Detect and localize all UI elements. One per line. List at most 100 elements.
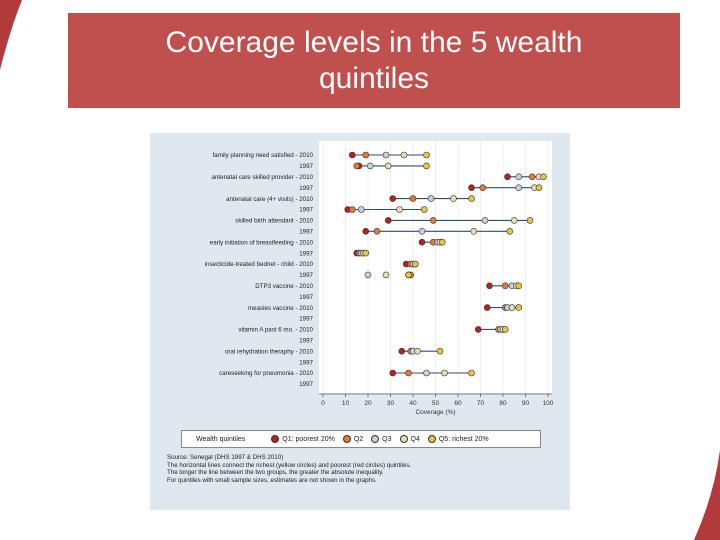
- data-point: [501, 282, 509, 290]
- legend-swatch-q4: [399, 435, 408, 443]
- data-point: [528, 173, 536, 181]
- legend-label-q2: Q2: [353, 435, 364, 443]
- row-label: 1997: [299, 163, 313, 170]
- x-tick-label: 90: [522, 400, 530, 407]
- data-point: [438, 238, 446, 246]
- data-point: [535, 184, 543, 192]
- row-label: careseeking for pneumonia - 2010: [219, 370, 313, 377]
- note-line: The horizontal lines connect the richest…: [167, 461, 412, 469]
- data-point: [470, 228, 478, 235]
- row-label: antenatal care (4+ visits) - 2010: [226, 196, 313, 203]
- legend-swatch-q2: [342, 435, 351, 443]
- legend-label-q3: Q3: [382, 435, 392, 443]
- data-point: [450, 195, 457, 202]
- data-point: [418, 228, 426, 235]
- legend-swatch-q3: [371, 435, 380, 443]
- data-point: [348, 151, 356, 159]
- note-line: The longer the line between the two grou…: [167, 469, 384, 476]
- note-line: For quintiles with small sample sizes, e…: [167, 476, 377, 484]
- data-point: [362, 228, 370, 235]
- chart-legend: Wealth quintiles Q1: poorest 20% Q2 Q3 Q…: [181, 430, 541, 448]
- data-point: [508, 304, 516, 311]
- data-point: [427, 195, 435, 202]
- legend-swatch-q5: [427, 435, 436, 443]
- data-point: [382, 271, 390, 279]
- row-label: measles vaccine - 2010: [248, 305, 314, 312]
- legend-label-q5: Q5: richest 20%: [438, 435, 489, 443]
- data-point: [373, 228, 381, 235]
- data-point: [400, 151, 408, 159]
- data-point: [384, 162, 392, 170]
- data-point: [405, 369, 412, 377]
- data-point: [468, 195, 475, 202]
- legend-item-q1: Q1: poorest 20%: [271, 435, 335, 443]
- x-tick-label: 60: [454, 400, 462, 407]
- data-point: [382, 151, 390, 159]
- row-label: insecticide-treated bednet - child - 201…: [205, 261, 314, 268]
- data-point: [483, 304, 491, 311]
- legend-title: Wealth quintiles: [196, 435, 246, 443]
- data-point: [436, 347, 444, 355]
- data-point: [540, 173, 547, 181]
- data-point: [474, 326, 482, 333]
- corner-accent-shape: [0, 0, 22, 70]
- row-label: 1997: [299, 316, 313, 323]
- data-point: [441, 369, 448, 377]
- legend-label-q4: Q4: [410, 435, 420, 443]
- row-label: 1997: [299, 294, 313, 301]
- legend-swatch-q1: [271, 435, 280, 443]
- data-point: [429, 217, 437, 224]
- data-point: [364, 271, 372, 279]
- row-label: antenatal care skilled provider - 2010: [212, 174, 314, 181]
- data-point: [506, 228, 514, 235]
- legend-label-q1: Q1: poorest 20%: [282, 435, 335, 443]
- x-tick-label: 30: [387, 400, 395, 407]
- data-point: [398, 347, 406, 355]
- dot-plot: 0 10 20 30 40 50 60 70 80 90 100 Coverage (%) family…: [205, 141, 554, 416]
- data-point: [366, 162, 374, 170]
- x-tick-label: 80: [499, 400, 507, 407]
- x-tick-label: 50: [432, 400, 440, 407]
- data-point: [515, 173, 523, 181]
- x-tick-label: 20: [364, 400, 372, 407]
- legend-item-q2: Q2: [342, 435, 364, 443]
- data-point: [479, 184, 487, 192]
- row-label: family planning need satisfied - 2010: [213, 152, 314, 159]
- row-label: skilled birth attendant - 2010: [235, 218, 313, 225]
- x-tick-label: 10: [342, 400, 350, 407]
- data-point: [411, 260, 419, 268]
- row-label: early initiation of breastfeeding - 2010: [210, 239, 314, 246]
- data-point: [353, 162, 361, 170]
- chart-panel: 0 10 20 30 40 50 60 70 80 90 100 Coverage (%) family…: [150, 133, 570, 510]
- row-label: vitamin A past 6 mo. - 2010: [238, 327, 313, 334]
- data-point: [423, 162, 430, 170]
- data-point: [357, 206, 365, 213]
- data-point: [423, 369, 430, 377]
- row-label: 1997: [299, 229, 313, 236]
- row-label: 1997: [299, 381, 313, 388]
- data-point: [486, 282, 493, 290]
- data-point: [389, 369, 397, 377]
- data-point: [396, 206, 403, 213]
- data-point: [414, 347, 421, 355]
- page-title: Coverage levels in the 5 wealth quintile…: [165, 25, 583, 95]
- data-point: [362, 151, 370, 159]
- data-point: [504, 173, 511, 181]
- legend-item-q3: Q3: [371, 435, 392, 443]
- data-point: [389, 195, 397, 202]
- row-label: DTP3 vaccine - 2010: [255, 283, 313, 290]
- data-point: [515, 304, 523, 311]
- data-point: [420, 206, 428, 213]
- data-point: [515, 282, 523, 290]
- data-point: [510, 217, 518, 224]
- x-axis-label: Coverage (%): [415, 409, 455, 416]
- legend-item-q4: Q4: [399, 435, 420, 443]
- row-label: oral rehydration theraphy - 2010: [225, 348, 314, 355]
- title-banner: Coverage levels in the 5 wealth quintile…: [68, 13, 680, 108]
- x-tick-label: 0: [321, 400, 325, 407]
- x-tick-label: 100: [543, 400, 554, 407]
- x-tick-label: 70: [477, 400, 485, 407]
- data-point: [423, 151, 430, 159]
- chart-notes: Source: Senegal (DHS 1997 & DHS 2010) Th…: [167, 454, 411, 484]
- data-point: [418, 238, 426, 246]
